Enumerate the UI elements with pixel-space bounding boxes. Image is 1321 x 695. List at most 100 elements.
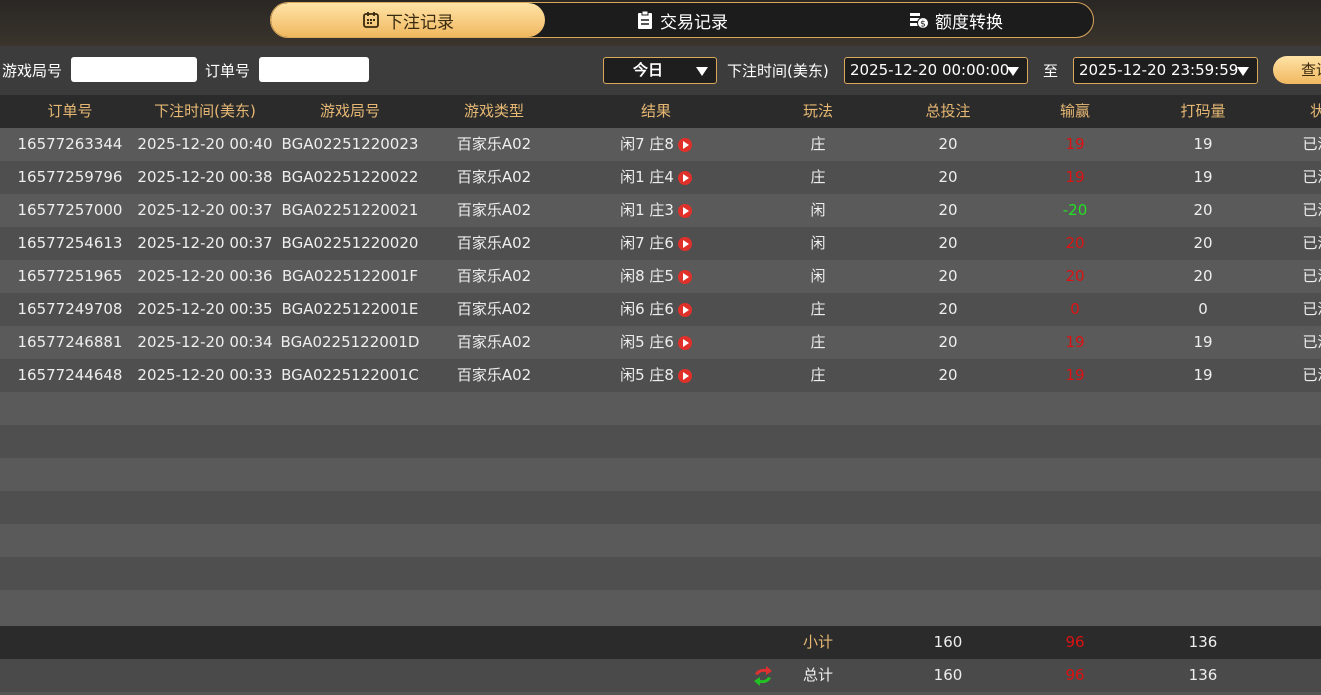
- result: 闲7 庄8: [620, 135, 674, 153]
- result-cell: 闲1 庄3: [581, 194, 731, 227]
- cell: 16577259796: [17, 168, 123, 186]
- round-input[interactable]: [71, 57, 197, 82]
- query-button[interactable]: 查询: [1273, 56, 1321, 84]
- replay-icon[interactable]: [677, 368, 692, 383]
- empty-row: [0, 458, 1321, 491]
- cell: 2025-12-20 00:37: [137, 234, 273, 252]
- cell: BGA02251220023: [281, 135, 419, 153]
- refresh-icon[interactable]: [752, 666, 774, 686]
- cell: BGA02251220022: [281, 168, 419, 186]
- tab-icon: [638, 10, 652, 29]
- table-row: 16577251965 2025-12-20 00:36 BGA0225122001…: [0, 260, 1321, 293]
- column-header: 打码量: [1180, 102, 1226, 120]
- cell: 19: [1193, 333, 1213, 351]
- cell: 2025-12-20 00:37: [137, 201, 273, 219]
- total-row: 总计 160 96 136: [0, 659, 1321, 692]
- cell: 20: [1065, 234, 1085, 252]
- column-header: 玩法: [802, 102, 833, 120]
- column-header: 订单号: [47, 102, 93, 120]
- cell: 16577251965: [17, 267, 123, 285]
- cell: 16577249708: [17, 300, 123, 318]
- cell: 2025-12-20 00:33: [137, 366, 273, 384]
- table-row: 16577249708 2025-12-20 00:35 BGA0225122001…: [0, 293, 1321, 326]
- cell: BGA02251220021: [281, 201, 419, 219]
- result-cell: 闲5 庄6: [581, 326, 731, 359]
- replay-icon[interactable]: [677, 335, 692, 350]
- cell: 庄: [810, 366, 826, 384]
- column-header: 总投注: [925, 102, 971, 120]
- replay-icon[interactable]: [677, 269, 692, 284]
- cell: 16577244648: [17, 366, 123, 384]
- result: 闲1 庄3: [620, 201, 674, 219]
- tab-label: 额度转换: [935, 12, 1003, 33]
- replay-icon[interactable]: [677, 236, 692, 251]
- cell: 已派彩: [1302, 267, 1321, 285]
- cell: 20: [1193, 267, 1213, 285]
- replay-icon[interactable]: [677, 203, 692, 218]
- table-row: 16577259796 2025-12-20 00:38 BGA0225122002…: [0, 161, 1321, 194]
- cell: 百家乐A02: [456, 300, 532, 318]
- top-bar: 下注记录 交易记录 $ 额度转换: [0, 0, 1321, 46]
- cell: 20: [1193, 201, 1213, 219]
- tab[interactable]: 下注记录: [271, 3, 545, 37]
- summary-winloss: 96: [1065, 666, 1085, 684]
- table-row: 16577257000 2025-12-20 00:37 BGA0225122002…: [0, 194, 1321, 227]
- cell: 19: [1065, 135, 1085, 153]
- empty-row: [0, 590, 1321, 626]
- column-header: 游戏局号: [319, 102, 380, 120]
- cell: 百家乐A02: [456, 168, 532, 186]
- summary-turnover: 136: [1188, 633, 1218, 651]
- start-time: 2025-12-20 00:00:00: [850, 61, 1010, 79]
- result: 闲8 庄5: [620, 267, 674, 285]
- records-table: 订单号 下注时间(美东) 游戏局号 游戏类型 结果 玩法 总投注 输赢 打码量 状态 1657726…: [0, 95, 1321, 695]
- column-header: 结果: [640, 102, 671, 120]
- cell: 庄: [810, 333, 826, 351]
- period-select[interactable]: 今日: [603, 57, 717, 84]
- cell: 16577254613: [17, 234, 123, 252]
- cell: 20: [1193, 234, 1213, 252]
- column-header: 下注时间(美东): [154, 102, 256, 120]
- cell: 庄: [810, 135, 826, 153]
- cell: 0: [1198, 300, 1208, 318]
- cell: 闲: [810, 234, 826, 252]
- label: 游戏局号: [2, 62, 63, 80]
- tab[interactable]: 交易记录: [545, 3, 819, 37]
- table-row: 16577254613 2025-12-20 00:37 BGA0225122002…: [0, 227, 1321, 260]
- tab[interactable]: $ 额度转换: [819, 3, 1093, 37]
- replay-icon[interactable]: [677, 302, 692, 317]
- cell: 2025-12-20 00:35: [137, 300, 273, 318]
- table-header: 订单号 下注时间(美东) 游戏局号 游戏类型 结果 玩法 总投注 输赢 打码量 状态: [0, 95, 1321, 128]
- cell: 19: [1065, 168, 1085, 186]
- result-cell: 闲7 庄8: [581, 128, 731, 161]
- column-header: 状态: [1309, 102, 1321, 120]
- cell: BGA0225122001F: [282, 267, 418, 285]
- label: 订单号: [205, 62, 251, 80]
- cell: 16577246881: [17, 333, 123, 351]
- label: 下注时间(美东): [727, 62, 829, 80]
- cell: 19: [1193, 366, 1213, 384]
- subtotal-row: 小计 160 96 136: [0, 626, 1321, 659]
- tab-icon: [363, 12, 379, 28]
- svg-text:$: $: [920, 20, 926, 30]
- replay-icon[interactable]: [677, 170, 692, 185]
- empty-row: [0, 392, 1321, 425]
- cell: 已派彩: [1302, 201, 1321, 219]
- result-cell: 闲1 庄4: [581, 161, 731, 194]
- empty-row: [0, 557, 1321, 590]
- column-header: 输赢: [1059, 102, 1090, 120]
- cell: 百家乐A02: [456, 366, 532, 384]
- start-select[interactable]: 2025-12-20 00:00:00: [844, 57, 1028, 84]
- cell: 20: [938, 267, 958, 285]
- result-cell: 闲8 庄5: [581, 260, 731, 293]
- cell: 百家乐A02: [456, 135, 532, 153]
- cell: 0: [1070, 300, 1080, 318]
- result-cell: 闲5 庄8: [581, 359, 731, 392]
- replay-icon[interactable]: [677, 137, 692, 152]
- cell: 已派彩: [1302, 135, 1321, 153]
- table-row: 16577244648 2025-12-20 00:33 BGA0225122001…: [0, 359, 1321, 392]
- end-select[interactable]: 2025-12-20 23:59:59: [1073, 57, 1258, 84]
- summary-label: 总计: [802, 666, 833, 684]
- result-cell: 闲6 庄6: [581, 293, 731, 326]
- order-input[interactable]: [259, 57, 369, 82]
- cell: 19: [1065, 366, 1085, 384]
